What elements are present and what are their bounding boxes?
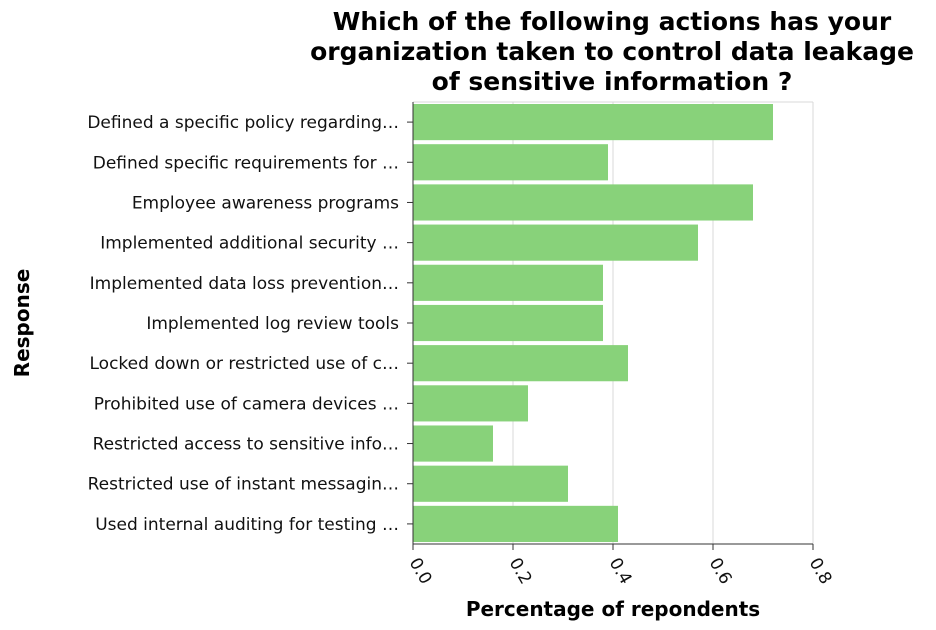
- category-label: Implemented additional security …: [100, 234, 399, 254]
- x-tick-label: 0.2: [505, 555, 536, 588]
- category-label: Restricted use of instant messagin…: [88, 475, 399, 495]
- chart-title-line-1: Which of the following actions has your: [333, 7, 892, 36]
- x-tick-label: 0.0: [405, 555, 436, 588]
- category-label: Implemented data loss prevention…: [90, 274, 399, 294]
- bar: [413, 425, 493, 462]
- category-label: Used internal auditing for testing …: [95, 515, 399, 535]
- x-tick-label: 0.8: [805, 555, 836, 588]
- category-label: Prohibited use of camera devices …: [94, 394, 399, 414]
- category-label: Defined a specific policy regarding…: [87, 113, 399, 133]
- bar: [413, 144, 608, 181]
- bar: [413, 304, 603, 342]
- axis-layer: [407, 102, 814, 550]
- chart-title-line-2: organization taken to control data leaka…: [310, 37, 914, 66]
- bar: [413, 465, 568, 502]
- bar-layer: [413, 104, 773, 542]
- x-axis-title: Percentage of repondents: [466, 597, 760, 621]
- x-tick-label: 0.6: [705, 555, 736, 588]
- category-label: Locked down or restricted use of c…: [90, 354, 400, 374]
- chart-title-line-3: of sensitive information ?: [432, 67, 793, 96]
- bar: [413, 505, 618, 542]
- bar: [413, 345, 628, 382]
- x-tick-label: 0.4: [605, 555, 636, 588]
- bar: [413, 224, 698, 261]
- bar: [413, 184, 753, 221]
- chart-title: Which of the following actions has your …: [310, 7, 914, 96]
- category-label: Defined specific requirements for …: [93, 153, 399, 173]
- bar: [413, 264, 603, 301]
- category-label: Restricted access to sensitive info…: [93, 435, 399, 455]
- category-label: Implemented log review tools: [146, 314, 399, 334]
- bar: [413, 104, 773, 141]
- y-axis-title: Response: [10, 269, 34, 378]
- bar: [413, 385, 528, 422]
- category-label: Employee awareness programs: [132, 193, 399, 213]
